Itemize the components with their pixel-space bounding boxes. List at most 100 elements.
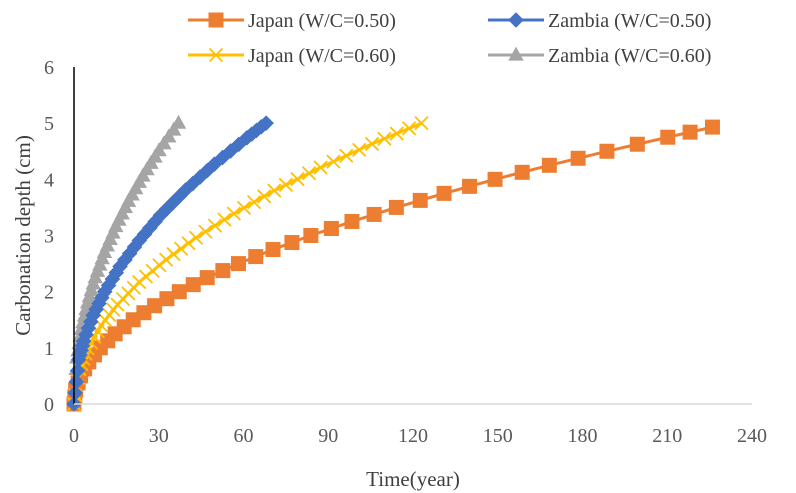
data-point	[173, 241, 189, 256]
data-point	[401, 121, 417, 136]
data-point	[170, 114, 187, 129]
data-point	[147, 298, 163, 314]
data-point	[599, 143, 615, 159]
data-point	[185, 277, 201, 293]
data-point	[629, 136, 645, 152]
data-point	[364, 136, 380, 152]
x-tick-label: 180	[568, 425, 598, 447]
data-point	[171, 188, 188, 205]
x-tick-label: 240	[737, 425, 767, 447]
data-point	[104, 271, 121, 287]
data-point	[230, 256, 246, 272]
legend-label: Zambia (W/C=0.50)	[548, 10, 711, 32]
legend-marker	[208, 47, 224, 63]
x-tick-label: 90	[318, 425, 338, 447]
data-point	[436, 185, 452, 201]
x-axis-title: Time(year)	[366, 467, 460, 491]
data-point	[171, 284, 187, 300]
data-point	[352, 142, 367, 157]
data-point	[514, 164, 530, 180]
series-layer	[66, 114, 720, 412]
legend-item: Zambia (W/C=0.60)	[488, 45, 711, 67]
data-point	[412, 192, 428, 208]
data-point	[226, 206, 242, 221]
data-point	[158, 252, 174, 267]
data-point	[121, 245, 138, 262]
data-point	[177, 182, 194, 198]
data-point	[248, 249, 264, 265]
x-tick-label: 30	[149, 425, 169, 447]
legend-marker	[208, 12, 224, 28]
data-point	[94, 289, 110, 306]
legend-label: Zambia (W/C=0.60)	[548, 45, 711, 67]
data-point	[290, 171, 305, 187]
data-point	[136, 226, 153, 243]
data-point	[366, 206, 382, 222]
data-point	[284, 235, 300, 251]
legend: Japan (W/C=0.50) Zambia (W/C=0.50) Japan (…	[188, 10, 711, 67]
plot-area: 0 30 60 90 120 150 180 210 240 0 1 2 3 4 5 6	[44, 57, 767, 447]
y-tick-labels: 0 1 2 3 4 5 6	[44, 57, 54, 416]
data-point	[344, 213, 360, 229]
data-point	[541, 157, 557, 173]
series-x	[66, 116, 429, 412]
y-axis-title: Carbonation depth (cm)	[11, 135, 35, 336]
data-point	[246, 194, 262, 210]
data-point	[165, 194, 181, 211]
x-tick-labels: 0 30 60 90 120 150 180 210 240	[69, 425, 767, 447]
data-point	[159, 291, 175, 307]
data-point	[301, 166, 317, 181]
series-square	[66, 119, 720, 412]
data-point	[91, 295, 107, 312]
data-point	[248, 122, 265, 139]
data-point	[257, 189, 272, 204]
data-point	[214, 149, 231, 166]
data-point	[239, 129, 255, 146]
data-point	[253, 119, 270, 135]
data-point	[462, 178, 478, 194]
data-point	[267, 183, 282, 198]
y-tick-label: 2	[44, 282, 54, 304]
data-point	[323, 220, 339, 236]
data-point	[166, 247, 181, 262]
legend-label: Japan (W/C=0.60)	[248, 45, 396, 67]
y-tick-label: 5	[44, 113, 54, 135]
data-point	[199, 270, 215, 286]
data-point	[117, 252, 133, 268]
data-point	[704, 119, 720, 135]
series-diamond	[66, 115, 274, 412]
data-point	[258, 115, 274, 131]
x-tick-label: 60	[234, 425, 254, 447]
data-point	[126, 239, 143, 255]
data-point	[377, 131, 392, 146]
legend-marker	[508, 12, 524, 28]
data-point	[278, 177, 294, 192]
legend-item: Zambia (W/C=0.50)	[488, 10, 711, 32]
x-tick-label: 210	[652, 425, 682, 447]
y-tick-label: 3	[44, 226, 54, 248]
legend-marker	[508, 46, 524, 61]
data-point	[265, 242, 281, 258]
legend-item: Japan (W/C=0.60)	[188, 45, 396, 67]
data-point	[67, 385, 84, 401]
data-point	[181, 236, 196, 251]
data-point	[100, 277, 117, 294]
data-point	[68, 374, 85, 390]
y-tick-label: 6	[44, 57, 54, 79]
data-point	[217, 212, 232, 227]
y-tick-label: 0	[44, 394, 54, 416]
data-point	[682, 124, 698, 140]
data-point	[142, 220, 158, 236]
data-point	[660, 129, 676, 145]
data-point	[313, 160, 328, 175]
x-tick-label: 150	[483, 425, 513, 447]
y-tick-label: 4	[44, 169, 54, 191]
data-point	[339, 148, 354, 163]
data-point	[188, 230, 204, 245]
data-point	[147, 213, 163, 230]
data-point	[215, 263, 231, 279]
series-line	[72, 125, 713, 405]
legend-item: Japan (W/C=0.50)	[188, 10, 396, 32]
data-point	[236, 200, 252, 215]
